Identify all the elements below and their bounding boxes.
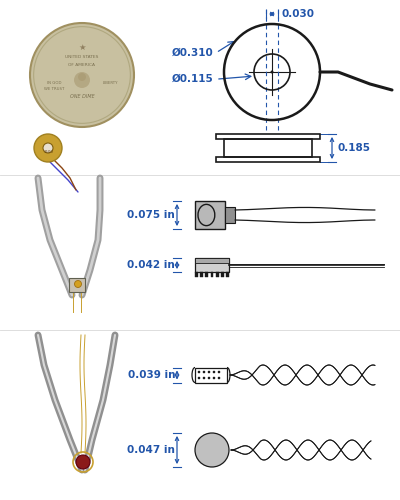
Bar: [195, 368, 227, 382]
Circle shape: [78, 73, 86, 81]
Bar: [224, 139, 312, 157]
Text: UNITED STATES: UNITED STATES: [65, 55, 99, 59]
Circle shape: [208, 370, 210, 374]
Text: ONE DIME: ONE DIME: [70, 94, 94, 100]
Circle shape: [218, 376, 220, 380]
Bar: [216, 157, 320, 162]
Circle shape: [74, 72, 90, 88]
Bar: [69, 278, 85, 292]
Circle shape: [208, 376, 210, 380]
Bar: [195, 258, 229, 263]
Text: 1500: 1500: [43, 150, 53, 154]
Circle shape: [198, 370, 200, 374]
Circle shape: [203, 370, 205, 374]
Text: LIBERTY: LIBERTY: [102, 81, 118, 85]
Circle shape: [203, 376, 205, 380]
Bar: [206, 272, 208, 277]
Text: 0.185: 0.185: [337, 143, 370, 153]
Text: 0.039 in: 0.039 in: [128, 370, 175, 380]
Circle shape: [74, 280, 82, 287]
Circle shape: [218, 370, 220, 374]
Text: OF AMERICA: OF AMERICA: [68, 63, 96, 67]
Text: 0.075 in: 0.075 in: [127, 210, 175, 220]
Bar: [221, 272, 224, 277]
Circle shape: [76, 455, 90, 469]
Text: Ø0.310: Ø0.310: [172, 48, 214, 58]
Bar: [225, 208, 235, 222]
Bar: [195, 258, 229, 272]
Bar: [195, 201, 225, 229]
Bar: [211, 272, 213, 277]
Bar: [216, 272, 218, 277]
Circle shape: [34, 134, 62, 162]
Bar: [216, 134, 320, 139]
Bar: [200, 272, 203, 277]
Circle shape: [198, 376, 200, 380]
Circle shape: [195, 433, 229, 467]
Bar: [195, 272, 198, 277]
Text: Ø0.115: Ø0.115: [172, 74, 214, 84]
Text: 0.042 in: 0.042 in: [127, 260, 175, 270]
Text: IN GOD: IN GOD: [47, 81, 61, 85]
Text: 0.030: 0.030: [281, 9, 314, 19]
Circle shape: [213, 370, 215, 374]
Circle shape: [270, 70, 274, 74]
Text: ★: ★: [78, 42, 86, 51]
Text: WE TRUST: WE TRUST: [44, 87, 64, 91]
Circle shape: [30, 23, 134, 127]
Circle shape: [43, 143, 53, 153]
Text: 0.047 in: 0.047 in: [127, 445, 175, 455]
Circle shape: [213, 376, 215, 380]
Bar: [226, 272, 229, 277]
